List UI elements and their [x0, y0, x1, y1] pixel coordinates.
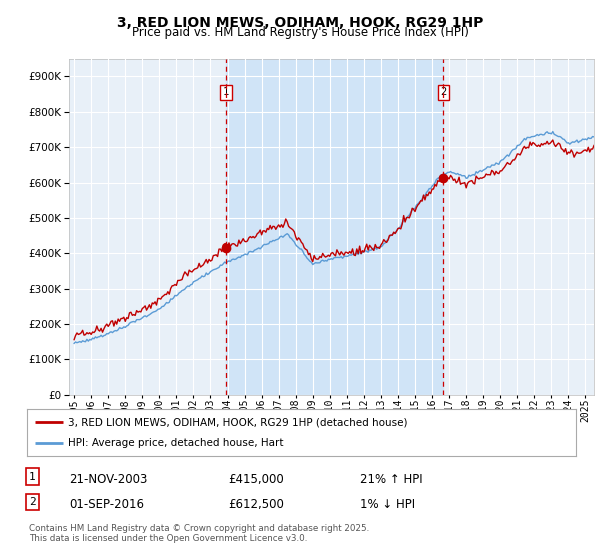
Text: 1: 1	[223, 87, 229, 97]
Text: £612,500: £612,500	[228, 498, 284, 511]
Text: 01-SEP-2016: 01-SEP-2016	[69, 498, 144, 511]
Text: Price paid vs. HM Land Registry's House Price Index (HPI): Price paid vs. HM Land Registry's House …	[131, 26, 469, 39]
Text: 1: 1	[29, 472, 35, 482]
Text: 2: 2	[29, 497, 35, 507]
Text: 21-NOV-2003: 21-NOV-2003	[69, 473, 148, 486]
Text: 2: 2	[440, 87, 446, 97]
Text: 3, RED LION MEWS, ODIHAM, HOOK, RG29 1HP: 3, RED LION MEWS, ODIHAM, HOOK, RG29 1HP	[117, 16, 483, 30]
Text: £415,000: £415,000	[228, 473, 284, 486]
Bar	[226, 59, 443, 395]
Text: 21% ↑ HPI: 21% ↑ HPI	[360, 473, 422, 486]
Text: 3, RED LION MEWS, ODIHAM, HOOK, RG29 1HP (detached house): 3, RED LION MEWS, ODIHAM, HOOK, RG29 1HP…	[68, 417, 407, 427]
Text: 1% ↓ HPI: 1% ↓ HPI	[360, 498, 415, 511]
Text: Contains HM Land Registry data © Crown copyright and database right 2025.
This d: Contains HM Land Registry data © Crown c…	[29, 524, 369, 543]
Text: HPI: Average price, detached house, Hart: HPI: Average price, detached house, Hart	[68, 438, 284, 448]
